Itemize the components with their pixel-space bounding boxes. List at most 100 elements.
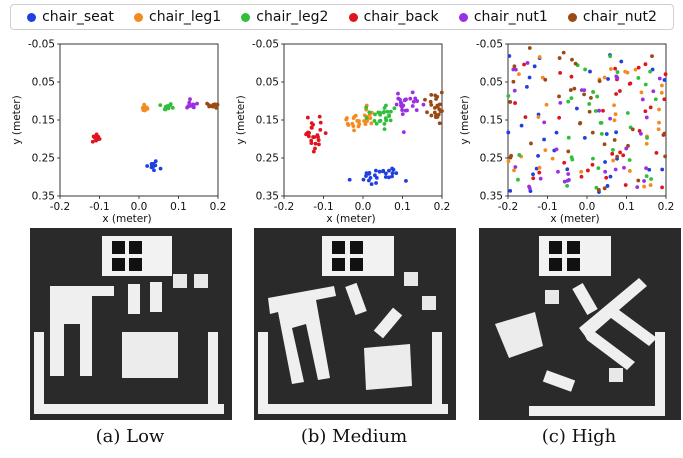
data-point-chair-nut2 [572,86,577,91]
chair-nut-part [194,274,208,288]
x-tick-label: 0.0 [131,201,148,213]
data-point-chair-leg1 [363,122,368,126]
data-point-chair-nut1 [558,100,563,105]
aruco-marker [332,258,345,271]
x-tick-label: 0.0 [355,201,372,213]
data-point-chair-seat [662,78,667,82]
data-point-chair-leg2 [388,109,393,114]
data-point-chair-leg2 [388,118,393,123]
data-point-chair-nut2 [557,94,561,99]
data-point-chair-seat [404,178,408,183]
data-point-chair-leg1 [536,115,541,119]
data-point-chair-nut2 [210,104,215,109]
data-point-chair-nut1 [527,184,531,189]
data-point-chair-back [643,62,648,67]
data-point-chair-nut1 [597,108,601,113]
data-point-chair-nut2 [615,154,620,159]
data-point-chair-nut1 [562,179,567,184]
x-axis-label: x (meter) [102,213,151,224]
legend-label-chair-nut2: chair_nut2 [582,9,657,25]
legend-item-chair-seat: chair_seat [27,9,114,25]
data-point-chair-nut1 [400,108,405,113]
data-point-chair-seat [619,59,624,64]
chair-leg-part [150,282,162,312]
data-point-chair-seat [519,123,524,128]
data-point-chair-seat [614,130,619,135]
data-point-chair-back [660,185,664,190]
x-tick-label: -0.2 [274,201,295,213]
data-point-chair-back [513,101,517,105]
legend-marker-chair-seat [27,12,37,22]
data-point-chair-nut1 [411,99,416,104]
data-point-chair-nut2 [439,90,444,95]
data-point-chair-nut1 [400,112,405,117]
data-point-chair-back [316,135,320,139]
data-point-chair-leg2 [596,166,601,171]
data-point-chair-leg1 [344,116,349,120]
data-point-chair-nut2 [214,105,219,110]
data-point-chair-nut2 [557,56,562,60]
legend-label-chair-back: chair_back [363,9,439,25]
data-point-chair-seat [554,130,559,135]
data-point-chair-leg2 [566,99,571,104]
data-point-chair-seat [605,184,610,188]
data-point-chair-nut2 [428,99,433,104]
data-point-chair-nut2 [432,110,437,115]
chair-seat-part [122,332,178,378]
data-point-chair-leg1 [352,115,357,119]
aruco-marker [112,258,125,271]
data-point-chair-nut2 [590,130,595,135]
data-point-chair-nut2 [568,88,573,92]
chair-seat-part [364,344,412,390]
y-tick-label: 0.25 [480,153,503,165]
data-point-chair-leg2 [583,67,588,72]
legend-label-chair-seat: chair_seat [42,9,114,25]
data-point-chair-leg1 [550,156,555,161]
data-point-chair-seat [531,172,535,177]
data-point-chair-leg2 [627,158,632,162]
data-point-chair-nut1 [566,172,571,176]
legend-marker-chair-leg1 [134,12,144,22]
data-point-chair-nut2 [662,131,667,136]
data-point-chair-nut1 [396,96,401,101]
data-point-chair-leg1 [369,121,374,126]
data-point-chair-leg2 [587,102,592,106]
frame-rail [208,332,218,412]
data-point-chair-leg1 [644,141,649,146]
data-point-chair-nut2 [423,97,427,102]
data-point-chair-nut2 [578,121,583,125]
data-point-chair-nut2 [570,57,574,62]
data-point-chair-nut1 [613,167,618,172]
chair-leg-part [345,282,367,316]
data-point-chair-seat [347,177,352,182]
scene-photo-medium [254,228,456,420]
data-point-chair-nut2 [429,92,434,97]
data-point-chair-leg1 [625,70,630,75]
y-tick-label: 0.05 [480,77,503,89]
data-point-chair-leg2 [569,96,574,101]
data-point-chair-nut1 [622,165,626,170]
chair-back-part [579,278,657,370]
data-point-chair-nut2 [566,149,571,154]
frame-rail [258,404,448,414]
data-point-chair-leg1 [659,90,664,95]
data-point-chair-seat [527,75,532,80]
data-point-chair-nut2 [511,79,516,84]
chair-seat-part [495,312,543,358]
frame-rail [34,404,224,414]
data-point-chair-back [306,134,311,139]
data-point-chair-nut1 [657,76,662,81]
data-point-chair-leg2 [611,148,615,152]
data-point-chair-nut2 [512,64,517,69]
data-point-chair-leg2 [392,106,397,111]
legend-marker-chair-leg2 [241,12,251,22]
data-point-chair-nut1 [644,115,649,120]
data-point-chair-leg1 [611,158,616,163]
data-point-chair-seat [574,106,579,111]
data-point-chair-nut1 [642,179,646,183]
data-point-chair-seat [153,159,158,164]
data-point-chair-nut2 [429,103,434,107]
data-point-chair-seat [565,167,570,172]
x-tick-label: -0.1 [313,201,334,213]
data-point-chair-leg1 [355,119,360,123]
